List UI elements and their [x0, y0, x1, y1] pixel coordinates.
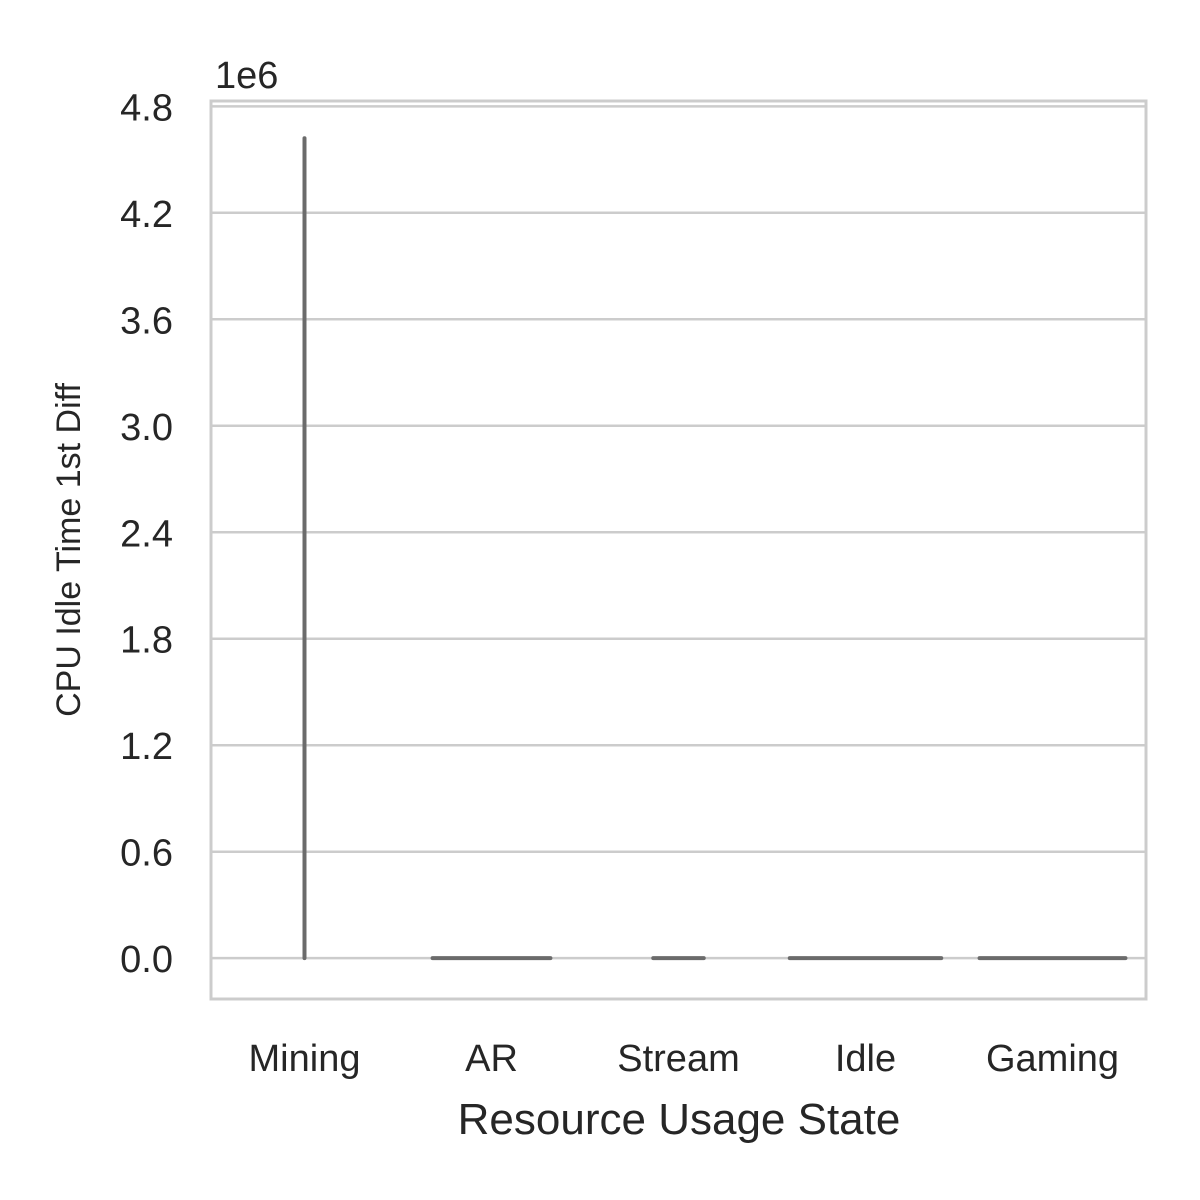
x-tick-label: Stream: [617, 1038, 739, 1080]
y-tick-label: 3.0: [120, 407, 173, 449]
y-tick-labels: 0.0 0.6 1.2 1.8 2.4 3.0 3.6 4.2 4.8: [120, 87, 173, 981]
y-axis-title: CPU Idle Time 1st Diff: [50, 383, 88, 717]
y-tick-label: 0.0: [120, 939, 173, 981]
grid-lines: [211, 105, 1146, 960]
y-tick-label: 2.4: [120, 513, 173, 555]
plot-frame: [209, 99, 1148, 1001]
x-tick-label: Mining: [249, 1038, 361, 1080]
y-tick-label: 0.6: [120, 833, 173, 875]
y-tick-label: 1.2: [120, 726, 173, 768]
y-tick-label: 3.6: [120, 300, 173, 342]
y-tick-label: 1.8: [120, 620, 173, 662]
violins: [302, 136, 1128, 961]
y-tick-label: 4.2: [120, 194, 173, 236]
y-tick-label: 4.8: [120, 87, 173, 129]
x-tick-label: Gaming: [986, 1038, 1119, 1080]
x-tick-labels: Mining AR Stream Idle Gaming: [249, 1038, 1120, 1080]
x-tick-label: AR: [465, 1038, 518, 1080]
x-tick-label: Idle: [835, 1038, 896, 1080]
x-axis-title: Resource Usage State: [458, 1095, 901, 1144]
y-offset-label: 1e6: [215, 55, 278, 97]
